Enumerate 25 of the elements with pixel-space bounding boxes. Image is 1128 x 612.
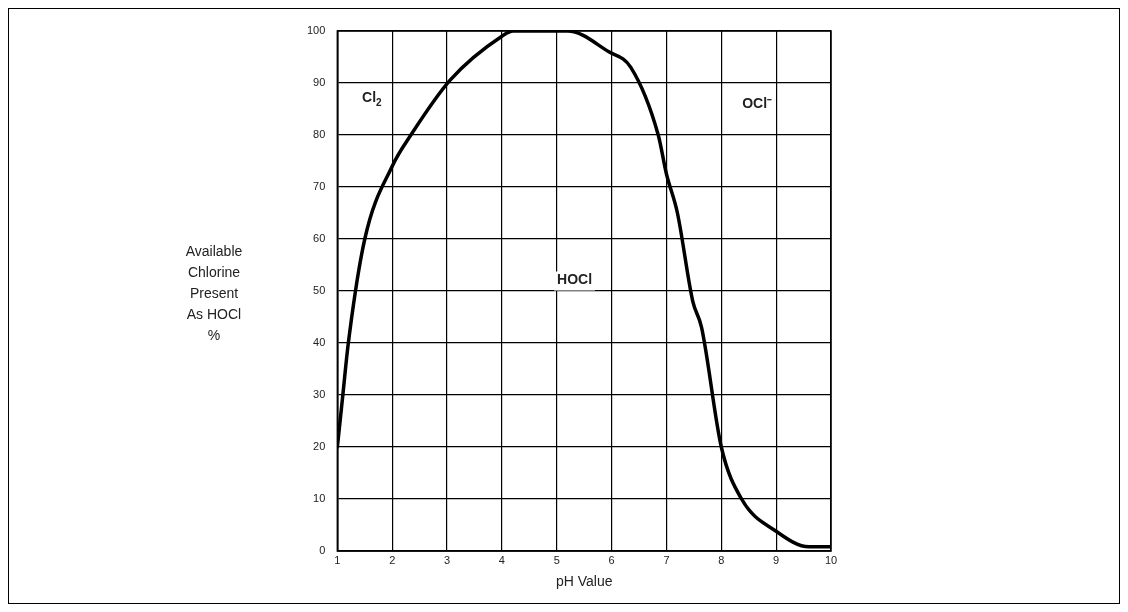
x-tick-label: 10 <box>824 553 838 566</box>
y-tick-label: 100 <box>306 24 326 37</box>
x-tick-label: 5 <box>553 553 560 566</box>
y-tick-label: 30 <box>313 388 326 401</box>
x-axis-title: pH Value <box>555 573 613 590</box>
annotation: HOCl <box>557 271 593 288</box>
y-tick-label: 50 <box>313 284 326 297</box>
y-tick-label: 10 <box>313 492 326 505</box>
y-tick-label: 0 <box>319 544 326 557</box>
x-tick-label: 1 <box>334 553 341 566</box>
x-tick-label: 8 <box>718 553 725 566</box>
y-tick-label: 40 <box>313 336 326 349</box>
y-axis-title: Available Chlorine Present As HOCl % <box>184 242 244 345</box>
y-tick-label: 70 <box>313 180 326 193</box>
x-tick-label: 4 <box>498 553 505 566</box>
y-tick-label: 80 <box>313 128 326 141</box>
x-tick-label: 3 <box>443 553 451 566</box>
x-tick-label: 6 <box>608 553 615 566</box>
x-tick-label: 7 <box>663 553 670 566</box>
y-tick-label: 90 <box>313 76 326 89</box>
x-tick-label: 2 <box>389 553 396 566</box>
annotation: OCl⁻ <box>742 94 773 111</box>
y-tick-label: 20 <box>313 440 326 453</box>
y-tick-label: 60 <box>313 232 326 245</box>
x-tick-label: 9 <box>773 553 780 566</box>
